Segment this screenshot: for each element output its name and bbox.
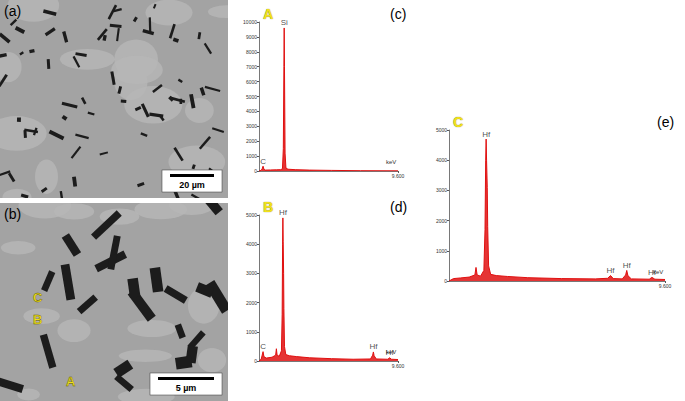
svg-text:0: 0 (254, 168, 257, 174)
svg-text:9.600: 9.600 (659, 283, 672, 289)
svg-text:7000: 7000 (246, 64, 257, 70)
svg-text:2000: 2000 (246, 138, 257, 144)
svg-text:1000: 1000 (246, 329, 257, 335)
html-text:(d): (d) (390, 199, 408, 215)
svg-text:Si: Si (281, 18, 288, 27)
svg-text:3000: 3000 (436, 187, 447, 193)
svg-text:5 µm: 5 µm (176, 383, 197, 393)
svg-text:5000: 5000 (246, 212, 257, 218)
svg-text:9.600: 9.600 (392, 363, 405, 369)
svg-text:3000: 3000 (246, 270, 257, 276)
svg-text:A: A (66, 374, 76, 389)
html-text:C: C (453, 114, 464, 130)
svg-text:keV: keV (386, 159, 396, 165)
svg-text:Hf: Hf (386, 348, 395, 357)
svg-text:4000: 4000 (246, 241, 257, 247)
svg-text:4000: 4000 (246, 108, 257, 114)
svg-text:C: C (260, 157, 266, 166)
svg-text:keV: keV (653, 269, 664, 275)
svg-text:5000: 5000 (436, 127, 447, 133)
svg-text:Hf: Hf (369, 342, 378, 351)
svg-text:(b): (b) (4, 206, 21, 222)
svg-text:3000: 3000 (246, 123, 257, 129)
svg-text:Hf: Hf (607, 266, 616, 275)
html-text:(c): (c) (390, 6, 407, 22)
svg-text:2000: 2000 (436, 218, 447, 224)
svg-text:8000: 8000 (246, 49, 257, 55)
html-text:(e): (e) (657, 114, 675, 130)
svg-text:20 µm: 20 µm (179, 180, 205, 190)
svg-text:4000: 4000 (436, 157, 447, 163)
svg-text:9000: 9000 (246, 34, 257, 40)
svg-text:0: 0 (254, 358, 257, 364)
svg-text:10000: 10000 (243, 19, 257, 25)
svg-text:B: B (33, 312, 42, 327)
svg-text:Hf: Hf (648, 268, 657, 277)
html-text:B: B (263, 199, 274, 215)
svg-text:1000: 1000 (436, 248, 447, 254)
svg-text:0: 0 (444, 278, 447, 284)
svg-text:5000: 5000 (246, 94, 257, 100)
html-text:A: A (263, 6, 274, 22)
svg-text:2000: 2000 (246, 300, 257, 306)
svg-text:Hf: Hf (623, 261, 632, 270)
svg-text:Hf: Hf (279, 208, 288, 217)
svg-text:C: C (260, 342, 266, 351)
svg-text:Hf: Hf (482, 130, 491, 139)
svg-text:C: C (33, 290, 43, 305)
svg-text:(a): (a) (4, 3, 21, 19)
svg-text:1000: 1000 (246, 153, 257, 159)
svg-text:9.600: 9.600 (392, 173, 405, 179)
svg-text:6000: 6000 (246, 79, 257, 85)
